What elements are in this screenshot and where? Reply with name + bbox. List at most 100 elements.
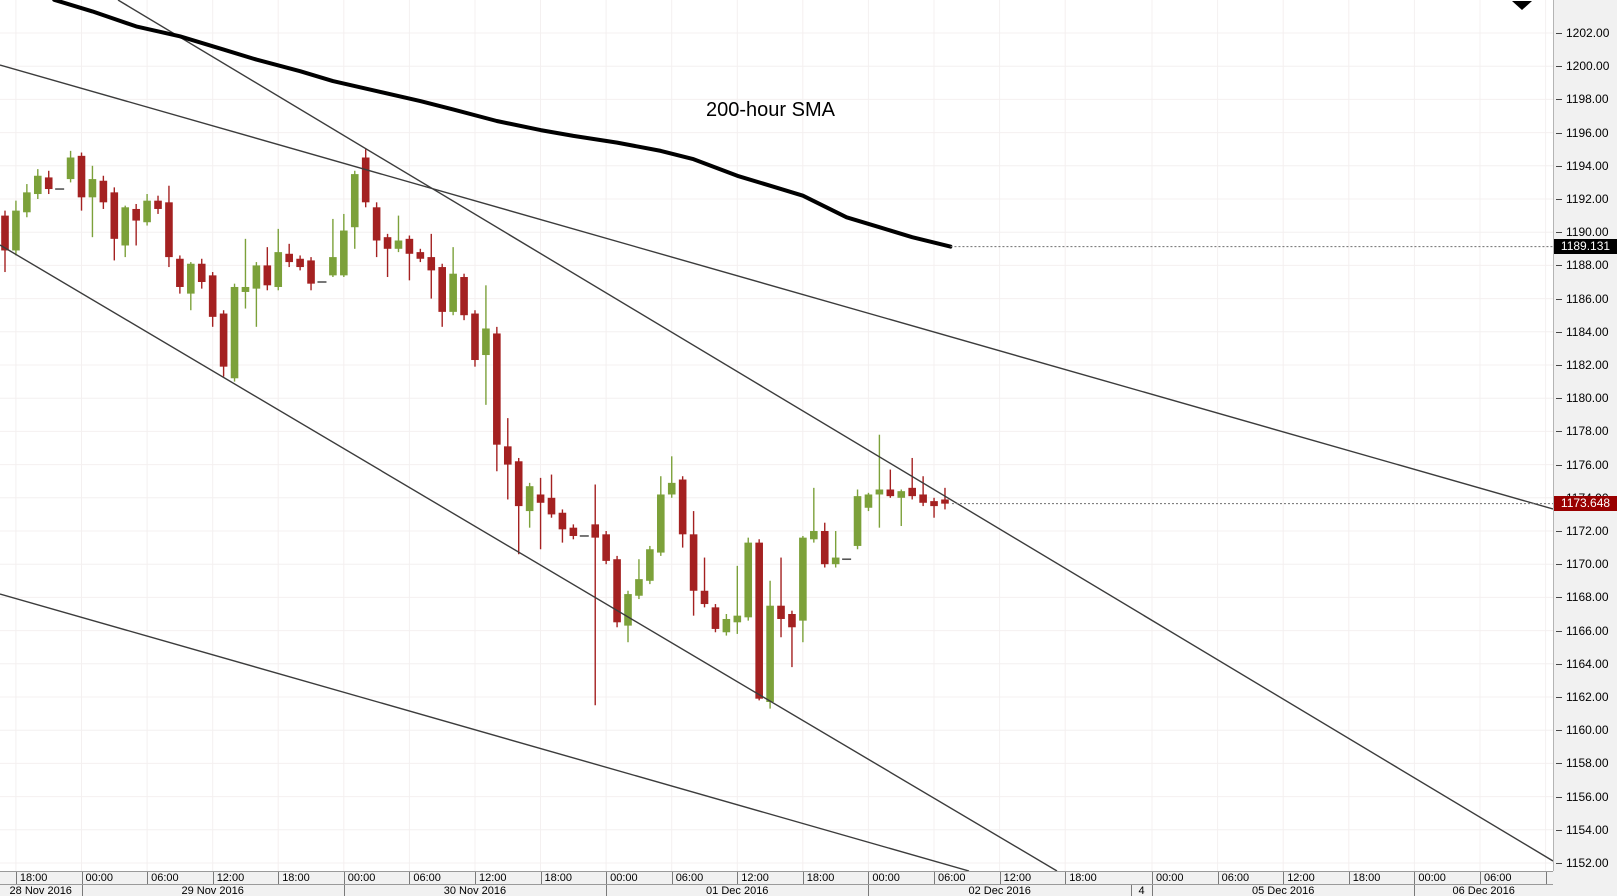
candlestick-chart-canvas[interactable] xyxy=(0,0,1553,871)
bull-candle-body[interactable] xyxy=(394,240,403,249)
bull-candle-body[interactable] xyxy=(241,286,250,292)
bear-candle-body[interactable] xyxy=(591,524,600,538)
bear-candle-body[interactable] xyxy=(613,559,621,623)
bear-candle-body[interactable] xyxy=(493,333,501,445)
bull-candle-body[interactable] xyxy=(340,230,348,276)
bull-candle-body[interactable] xyxy=(33,175,42,195)
bear-candle-body[interactable] xyxy=(711,607,720,629)
bull-candle-body[interactable] xyxy=(252,265,261,289)
bear-candle-body[interactable] xyxy=(514,461,523,507)
bear-candle-body[interactable] xyxy=(547,497,556,515)
time-axis[interactable]: 18:00 00:00 06:00 12:00 18:00 00:00 06:00 12:00… xyxy=(0,871,1553,896)
bull-candle-body[interactable] xyxy=(12,210,20,251)
bear-candle-body[interactable] xyxy=(700,590,709,605)
bull-candle-body[interactable] xyxy=(810,531,818,540)
bull-candle-body[interactable] xyxy=(187,263,195,294)
bear-candle-body[interactable] xyxy=(219,313,228,367)
bear-candle-body[interactable] xyxy=(99,180,108,203)
bull-candle-body[interactable] xyxy=(230,286,239,379)
bear-candle-body[interactable] xyxy=(886,489,895,497)
bear-candle-body[interactable] xyxy=(1,215,9,251)
bull-candle-body[interactable] xyxy=(657,494,665,553)
bear-candle-body[interactable] xyxy=(569,527,578,536)
bull-candle-body[interactable] xyxy=(667,482,676,495)
bull-candle-body[interactable] xyxy=(23,192,31,213)
bear-candle-body[interactable] xyxy=(307,260,315,284)
chart-shift-marker-icon[interactable] xyxy=(1512,1,1532,10)
bear-candle-body[interactable] xyxy=(176,258,184,287)
bull-candle-body[interactable] xyxy=(449,273,457,312)
bull-candle-body[interactable] xyxy=(897,491,906,498)
bear-candle-body[interactable] xyxy=(132,208,140,221)
bull-candle-body[interactable] xyxy=(274,252,283,287)
bull-candle-body[interactable] xyxy=(121,207,130,246)
bull-candle-body[interactable] xyxy=(733,615,742,623)
bear-candle-body[interactable] xyxy=(296,258,304,268)
bear-candle-body[interactable] xyxy=(263,265,272,286)
time-tick-label: 06:00 xyxy=(151,872,179,884)
bear-candle-body[interactable] xyxy=(777,605,785,619)
bear-candle-body[interactable] xyxy=(941,499,949,504)
bull-candle-body[interactable] xyxy=(350,174,359,228)
bear-candle-body[interactable] xyxy=(755,542,763,699)
price-tick xyxy=(1556,564,1562,566)
bull-candle-body[interactable] xyxy=(66,157,75,180)
time-tick xyxy=(409,872,411,884)
bull-candle-body[interactable] xyxy=(722,618,731,633)
bear-candle-body[interactable] xyxy=(919,494,927,503)
bear-candle-body[interactable] xyxy=(197,263,206,282)
bull-candle-body[interactable] xyxy=(831,557,840,565)
bull-candle-body[interactable] xyxy=(744,542,753,618)
bull-candle-body[interactable] xyxy=(864,494,873,508)
price-tick-label: 1154.00 xyxy=(1566,822,1609,837)
bear-candle-body[interactable] xyxy=(383,237,392,249)
bear-candle-body[interactable] xyxy=(44,177,53,190)
bear-candle-body[interactable] xyxy=(908,487,916,497)
bear-candle-body[interactable] xyxy=(405,238,414,254)
bear-candle-body[interactable] xyxy=(208,275,217,317)
bear-candle-body[interactable] xyxy=(110,192,119,239)
bear-candle-body[interactable] xyxy=(361,157,370,203)
bear-candle-body[interactable] xyxy=(471,313,479,361)
bear-candle-body[interactable] xyxy=(930,501,938,507)
sma-line[interactable] xyxy=(52,0,953,249)
date-separator xyxy=(343,885,345,896)
bear-candle-body[interactable] xyxy=(536,494,545,503)
bull-candle-body[interactable] xyxy=(853,496,862,546)
bear-candle-body[interactable] xyxy=(678,479,687,535)
bull-candle-body[interactable] xyxy=(88,179,97,198)
bear-candle-body[interactable] xyxy=(788,614,796,628)
bear-candle-body[interactable] xyxy=(689,534,698,591)
bear-candle-body[interactable] xyxy=(165,202,173,258)
price-tick xyxy=(1556,298,1562,300)
bear-candle-body[interactable] xyxy=(285,253,293,263)
bear-candle-body[interactable] xyxy=(77,155,86,198)
bear-candle-body[interactable] xyxy=(460,277,468,316)
bull-candle-body[interactable] xyxy=(482,328,490,356)
bear-candle-body[interactable] xyxy=(438,267,446,312)
bear-candle-body[interactable] xyxy=(154,200,162,209)
bear-candle-body[interactable] xyxy=(372,207,381,241)
time-tick xyxy=(1480,872,1481,884)
bear-candle-body[interactable] xyxy=(558,512,567,530)
bull-candle-body[interactable] xyxy=(635,579,643,596)
bull-candle-body[interactable] xyxy=(143,200,151,223)
trendline[interactable] xyxy=(0,593,970,871)
bull-candle-body[interactable] xyxy=(875,489,884,495)
trendline[interactable] xyxy=(0,64,1553,510)
date-label: 01 Dec 2016 xyxy=(706,885,769,896)
trendline[interactable] xyxy=(0,244,1058,871)
price-axis[interactable]: 1152.00 1154.00 1156.00 1158.00 1160.00 1162.… xyxy=(1553,0,1617,896)
bear-candle-body[interactable] xyxy=(820,531,829,565)
bear-candle-body[interactable] xyxy=(503,446,512,465)
bull-candle-body[interactable] xyxy=(646,549,654,581)
trendline[interactable] xyxy=(117,0,1553,862)
bull-candle-body[interactable] xyxy=(329,257,337,276)
bull-candle-body[interactable] xyxy=(766,605,774,702)
bear-candle-body[interactable] xyxy=(427,257,436,271)
bull-candle-body[interactable] xyxy=(624,594,632,626)
bear-candle-body[interactable] xyxy=(602,534,610,561)
bull-candle-body[interactable] xyxy=(525,486,534,512)
bull-candle-body[interactable] xyxy=(799,537,807,621)
bear-candle-body[interactable] xyxy=(416,252,425,259)
